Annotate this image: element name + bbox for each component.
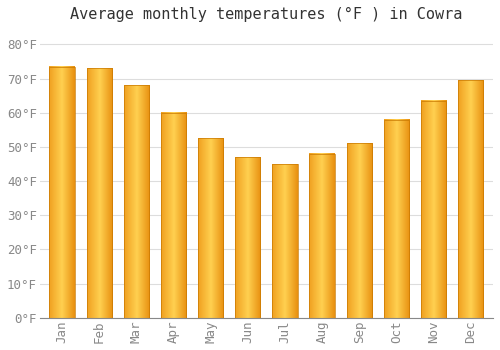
Bar xyxy=(384,120,409,318)
Bar xyxy=(346,144,372,318)
Bar xyxy=(50,66,74,318)
Bar xyxy=(272,164,297,318)
Bar xyxy=(161,113,186,318)
Bar xyxy=(124,85,149,318)
Bar xyxy=(421,101,446,318)
Bar xyxy=(235,157,260,318)
Title: Average monthly temperatures (°F ) in Cowra: Average monthly temperatures (°F ) in Co… xyxy=(70,7,462,22)
Bar xyxy=(198,138,224,318)
Bar xyxy=(310,154,335,318)
Bar xyxy=(458,80,483,318)
Bar xyxy=(86,68,112,318)
